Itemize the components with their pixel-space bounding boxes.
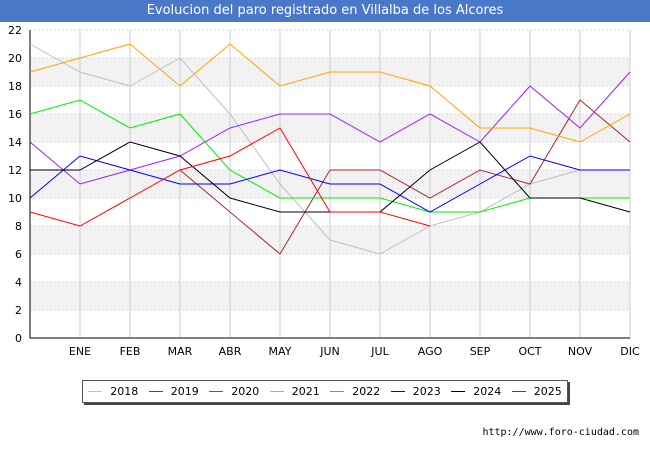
legend-label: 2022	[352, 385, 381, 398]
x-tick-label: ENE	[69, 345, 91, 358]
x-tick-label: NOV	[568, 345, 593, 358]
y-tick-label: 18	[8, 80, 22, 93]
source-label: http://www.foro-ciudad.com	[482, 427, 639, 438]
y-tick-label: 6	[15, 248, 22, 261]
legend-swatch	[511, 391, 526, 392]
legend-item-2024: 2024	[451, 385, 501, 398]
y-tick-label: 10	[8, 192, 22, 205]
series-line-2021	[29, 43, 631, 143]
y-tick-label: 0	[15, 332, 22, 345]
chart-legend: 2018 2019 2020 2021 2022 2023 2024 2025	[82, 380, 568, 403]
x-tick-label: SEP	[470, 345, 491, 358]
legend-swatch	[209, 391, 224, 392]
legend-item-2025: 2025	[511, 385, 562, 398]
legend-swatch	[390, 391, 405, 392]
y-tick-label: 4	[15, 276, 22, 289]
x-tick-label: ABR	[219, 345, 242, 358]
y-tick-label: 20	[8, 52, 22, 65]
x-tick-label: JUN	[319, 345, 340, 358]
legend-item-2020: 2020	[209, 385, 259, 398]
x-tick-label: AGO	[418, 345, 443, 358]
legend-label: 2019	[170, 385, 199, 398]
x-tick-label: FEB	[120, 345, 141, 358]
legend-label: 2023	[412, 385, 441, 398]
legend-label: 2025	[533, 385, 562, 398]
legend-swatch	[330, 391, 345, 392]
series-line-2025	[29, 127, 431, 227]
legend-item-2018: 2018	[88, 385, 138, 398]
series-line-2019	[179, 99, 631, 255]
x-tick-label: MAY	[269, 345, 292, 358]
y-tick-label: 16	[8, 108, 22, 121]
y-tick-label: 8	[15, 220, 22, 233]
legend-swatch	[88, 391, 103, 392]
y-tick-label: 14	[8, 136, 22, 149]
y-tick-label: 2	[15, 304, 22, 317]
legend-label: 2024	[473, 385, 502, 398]
x-tick-label: MAR	[168, 345, 193, 358]
legend-label: 2020	[231, 385, 260, 398]
x-tick-label: OCT	[518, 345, 541, 358]
legend-item-2023: 2023	[390, 385, 441, 398]
legend-item-2021: 2021	[269, 385, 320, 398]
series-line-2023	[29, 155, 630, 213]
legend-swatch	[451, 391, 466, 392]
legend-label: 2021	[291, 385, 320, 398]
chart-title: Evolucion del paro registrado en Villalb…	[0, 0, 650, 22]
y-tick-label: 22	[8, 24, 22, 37]
legend-item-2022: 2022	[330, 385, 380, 398]
legend-swatch	[148, 391, 163, 392]
legend-label: 2018	[110, 385, 139, 398]
x-tick-label: JUL	[370, 345, 389, 358]
legend-item-2019: 2019	[148, 385, 199, 398]
y-tick-label: 12	[8, 164, 22, 177]
x-tick-label: DIC	[620, 345, 640, 358]
legend-swatch	[269, 391, 284, 392]
